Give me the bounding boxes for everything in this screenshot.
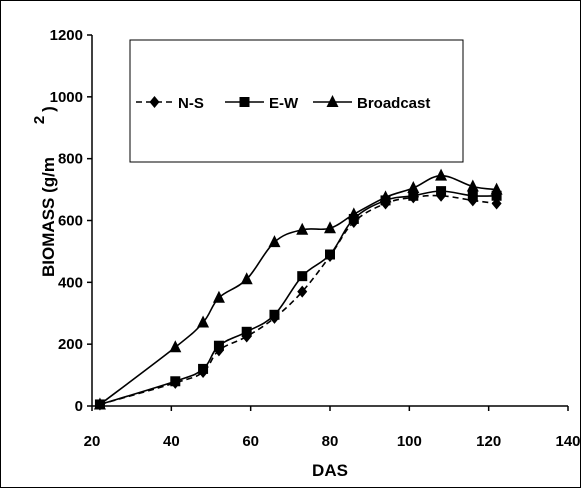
triangle-marker (212, 290, 225, 303)
x-tick-label: 40 (163, 433, 180, 450)
y-tick-label: 800 (58, 151, 83, 168)
triangle-marker (296, 222, 309, 235)
triangle-marker (326, 95, 339, 107)
square-marker (467, 190, 478, 201)
series-n-s (94, 189, 502, 411)
x-tick-label: 20 (84, 433, 101, 450)
x-tick-label: 80 (322, 433, 339, 450)
axes: 0 200 400 600 800 1000 1200 20 40 60 80 100 120 140 (50, 27, 581, 450)
diamond-marker (149, 96, 160, 108)
series-broadcast (93, 168, 503, 410)
triangle-marker (407, 181, 420, 194)
square-marker (325, 249, 335, 260)
square-marker (269, 309, 280, 320)
triangle-marker (435, 168, 448, 181)
legend-item-broadcast: Broadcast (313, 95, 430, 112)
y-tick-label: 1200 (50, 27, 83, 44)
square-marker (213, 340, 224, 351)
legend-label: E-W (269, 95, 299, 112)
y-tick-label: 1000 (50, 89, 83, 106)
series-line (99, 174, 497, 406)
series-e-w (94, 186, 502, 410)
legend-box (129, 39, 464, 163)
legend-item-n-s: N-S (136, 95, 204, 112)
y-tick-label: 0 (75, 398, 83, 415)
square-marker (198, 363, 209, 374)
triangle-marker (466, 179, 479, 192)
y-tick-label: 400 (58, 274, 83, 291)
x-tick-label: 140 (555, 433, 580, 450)
triangle-marker (240, 272, 253, 285)
triangle-marker (379, 190, 392, 203)
triangle-marker (347, 207, 360, 220)
square-marker (297, 271, 308, 282)
legend-label: N-S (178, 95, 204, 112)
triangle-marker (490, 182, 503, 195)
triangle-marker (268, 235, 281, 248)
series-line (99, 190, 497, 406)
diamond-marker (297, 285, 308, 298)
triangle-marker (324, 221, 336, 234)
x-tick-label: 100 (397, 433, 422, 450)
square-marker (239, 97, 250, 107)
triangle-marker (169, 340, 182, 353)
square-marker (241, 326, 252, 337)
x-tick-label: 120 (476, 433, 501, 450)
x-tick-label: 60 (242, 433, 259, 450)
legend-label: Broadcast (357, 95, 430, 112)
series-line (99, 194, 497, 406)
y-axis-title-superscript: 2 (31, 116, 48, 124)
square-marker (491, 190, 502, 201)
y-tick-label: 600 (58, 213, 83, 230)
square-marker (408, 190, 419, 201)
y-axis-title-suffix: ) (39, 106, 58, 112)
triangle-marker (197, 315, 210, 328)
legend-item-e-w: E-W (225, 95, 299, 112)
y-axis-title: BIOMASS (g/m (39, 157, 58, 277)
square-marker (170, 376, 181, 387)
triangle-marker (93, 397, 106, 410)
legend-box-layer: N-S E-W Broadcast (129, 39, 464, 163)
x-axis-title: DAS (312, 461, 348, 480)
square-marker (436, 186, 447, 197)
series-layer (93, 168, 503, 411)
y-tick-label: 200 (58, 336, 83, 353)
